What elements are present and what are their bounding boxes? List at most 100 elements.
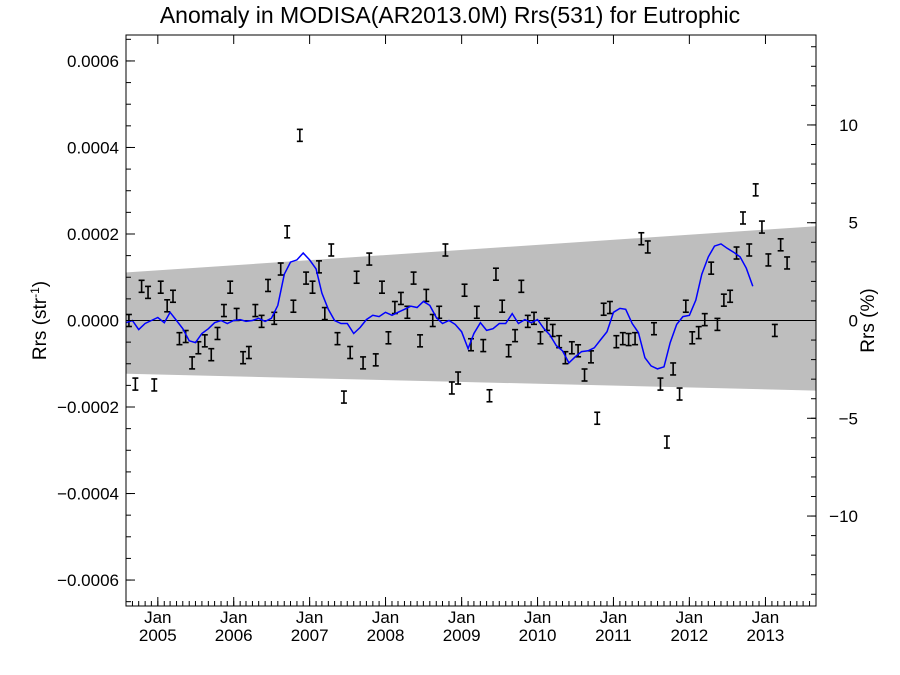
x-tick-year-label: 2006 — [215, 626, 253, 645]
x-tick-year-label: 2005 — [139, 626, 177, 645]
anomaly-point — [600, 302, 607, 317]
anomaly-point — [720, 293, 727, 307]
anomaly-point — [708, 261, 715, 275]
anomaly-point — [252, 303, 259, 318]
x-axis: Jan2005Jan2006Jan2007Jan2008Jan2009Jan20… — [125, 35, 817, 645]
anomaly-point — [657, 377, 664, 391]
anomaly-point — [784, 256, 791, 270]
anomaly-point — [676, 387, 683, 401]
y-axis-label-close: ) — [30, 281, 51, 287]
x-tick-month-label: Jan — [372, 608, 399, 627]
y-axis-label-superscript: -1 — [28, 287, 42, 298]
anomaly-point — [347, 345, 354, 360]
anomaly-point — [537, 331, 544, 345]
anomaly-point — [568, 340, 575, 355]
anomaly-point — [245, 345, 252, 360]
anomaly-point — [201, 334, 208, 348]
anomaly-point — [733, 246, 740, 260]
y-tick-label: −0.0004 — [57, 485, 119, 504]
anomaly-point — [214, 326, 221, 341]
x-tick-month-label: Jan — [296, 608, 323, 627]
x-tick-month-label: Jan — [600, 608, 627, 627]
smoothed-anomaly-line — [126, 243, 754, 370]
y2-axis-label: Rrs (%) — [858, 288, 879, 352]
anomaly-point — [758, 220, 765, 234]
anomaly-point — [290, 299, 297, 314]
y2-tick-label: 10 — [839, 116, 858, 135]
y-tick-label: 0.0002 — [67, 225, 119, 244]
anomaly-point — [176, 331, 183, 346]
y-tick-label: −0.0006 — [57, 571, 119, 590]
anomaly-point — [480, 338, 487, 353]
anomaly-point — [581, 368, 588, 382]
anomaly-point — [227, 280, 234, 294]
anomaly-point — [378, 280, 385, 294]
smoothed-anomaly-layer — [126, 243, 754, 370]
anomaly-point — [689, 331, 696, 345]
anomaly-point — [682, 299, 689, 314]
anomaly-point — [366, 252, 373, 266]
anomaly-point — [727, 289, 734, 304]
anomaly-point — [619, 331, 626, 346]
anomaly-point — [397, 291, 404, 306]
anomaly-point — [258, 314, 265, 329]
x-tick-year-label: 2008 — [367, 626, 405, 645]
anomaly-point — [651, 321, 658, 336]
x-tick-month-label: Jan — [448, 608, 475, 627]
anomaly-point — [220, 303, 227, 318]
anomaly-point — [360, 356, 367, 370]
x-tick-year-label: 2007 — [291, 626, 329, 645]
anomaly-point — [638, 231, 645, 246]
anomaly-point — [613, 334, 620, 349]
x-tick-month-label: Jan — [144, 608, 171, 627]
anomaly-point — [486, 388, 493, 403]
y2-tick-label: 5 — [849, 214, 858, 233]
x-tick-year-label: 2012 — [670, 626, 708, 645]
anomaly-point — [208, 347, 215, 362]
anomaly-point — [663, 435, 670, 449]
y-tick-label: −0.0002 — [57, 398, 119, 417]
anomaly-point — [695, 325, 702, 340]
anomaly-point — [240, 350, 247, 365]
anomaly-point — [277, 262, 284, 276]
x-tick-year-label: 2013 — [747, 626, 785, 645]
anomaly-point — [132, 377, 139, 391]
anomaly-point — [531, 311, 538, 326]
x-tick-month-label: Jan — [524, 608, 551, 627]
anomaly-point — [512, 328, 519, 343]
anomaly-point — [189, 356, 196, 370]
anomaly-point — [448, 381, 455, 395]
anomaly-point — [632, 331, 639, 346]
anomaly-point — [169, 289, 176, 304]
anomaly-point — [138, 279, 145, 294]
anomaly-point — [701, 312, 708, 327]
anomaly-point — [746, 243, 753, 257]
y-axis-label-text: Rrs (str — [30, 297, 51, 360]
anomaly-point — [309, 280, 316, 294]
anomaly-point — [606, 300, 613, 315]
anomaly-point — [505, 343, 512, 358]
x-tick-month-label: Jan — [220, 608, 247, 627]
y-tick-label: 0.0000 — [67, 312, 119, 331]
anomaly-point — [410, 271, 417, 285]
anomaly-point — [765, 253, 772, 267]
anomaly-point — [492, 267, 499, 282]
x-tick-year-label: 2010 — [519, 626, 557, 645]
anomaly-point — [771, 323, 778, 338]
anomaly-point — [303, 271, 310, 285]
x-tick-year-label: 2011 — [595, 626, 632, 645]
anomaly-point — [461, 283, 468, 298]
y2-tick-label: −5 — [839, 409, 858, 428]
x-tick-month-label: Jan — [752, 608, 779, 627]
anomaly-point — [594, 411, 601, 426]
anomaly-point — [777, 237, 784, 252]
anomaly-point — [328, 243, 335, 257]
y-tick-label: 0.0006 — [67, 52, 119, 71]
anomaly-point — [340, 390, 347, 404]
x-tick-month-label: Jan — [676, 608, 703, 627]
anomaly-point — [625, 332, 632, 347]
anomaly-point — [740, 211, 747, 225]
anomaly-point — [353, 270, 360, 285]
anomaly-point — [157, 280, 164, 294]
